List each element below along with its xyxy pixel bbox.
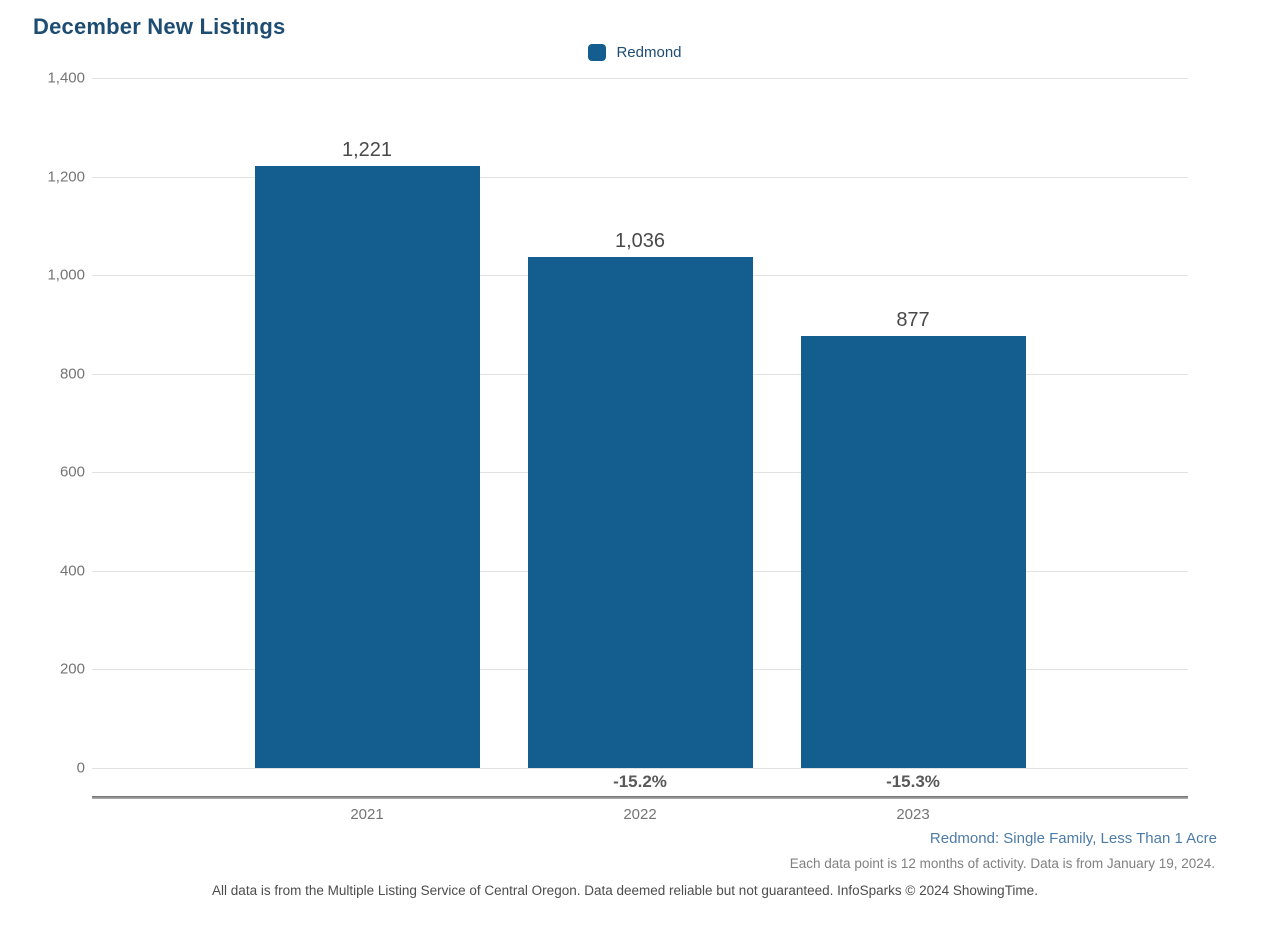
- y-tick-label: 200: [59, 660, 85, 678]
- footnote-disclaimer: All data is from the Multiple Listing Se…: [212, 883, 1038, 898]
- footnote-data-note: Each data point is 12 months of activity…: [789, 856, 1215, 871]
- y-tick-label: 600: [59, 463, 85, 481]
- chart-title: December New Listings: [33, 14, 286, 39]
- y-tick-label: 400: [59, 562, 85, 580]
- x-axis-line: [92, 796, 1188, 799]
- plot-area: 1,221 1,036 877: [92, 78, 1188, 769]
- gridline: [92, 768, 1188, 769]
- x-tick-label: 2022: [623, 806, 657, 823]
- y-tick-label: 1,200: [47, 168, 85, 186]
- bar-2021: [254, 166, 480, 768]
- gridline: [92, 78, 1188, 79]
- bar-2023: [800, 335, 1026, 768]
- legend-swatch-icon: [588, 44, 607, 61]
- bar-2022: [527, 257, 753, 768]
- gridline: [92, 176, 1188, 178]
- legend: Redmond: [0, 44, 1270, 61]
- pct-change-row: -15.2% -15.3%: [92, 772, 1188, 796]
- bar-value-label: 1,036: [614, 230, 666, 253]
- y-tick-label: 0: [76, 759, 85, 777]
- pct-change-label: -15.3%: [886, 772, 940, 791]
- y-axis-labels: 0 200 400 600 800 1,000 1,200 1,400: [0, 70, 85, 777]
- bar-value-label: 1,221: [341, 139, 393, 162]
- x-axis-labels: 2021 2022 2023: [92, 806, 1188, 826]
- pct-change-label: -15.2%: [613, 772, 667, 791]
- y-tick-label: 1,400: [47, 69, 85, 87]
- x-tick-label: 2023: [896, 806, 930, 823]
- y-tick-label: 800: [59, 365, 85, 383]
- x-tick-label: 2021: [350, 806, 384, 823]
- y-tick-label: 1,000: [47, 266, 85, 284]
- bar-value-label: 877: [896, 308, 930, 331]
- footnote-segment: Redmond: Single Family, Less Than 1 Acre: [929, 830, 1217, 847]
- legend-label: Redmond: [616, 44, 682, 61]
